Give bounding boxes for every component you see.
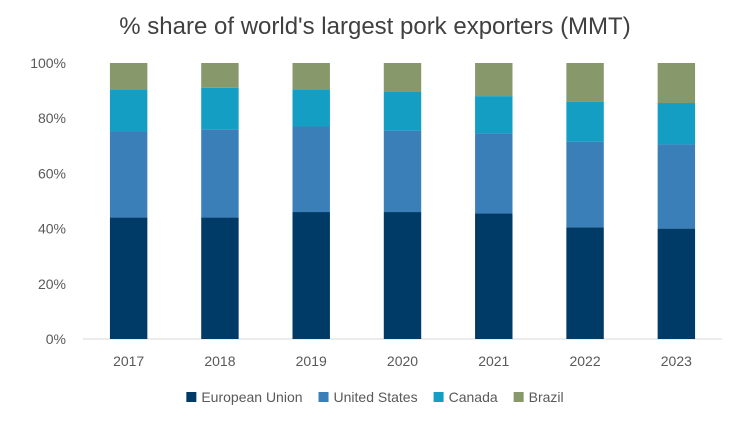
y-tick-label: 100%: [30, 55, 66, 71]
y-tick-label: 0%: [46, 331, 66, 347]
bar-canada-2023: [657, 103, 696, 145]
x-tick-label: 2020: [387, 353, 418, 369]
x-axis: 2017 2018 2019 2020 2021 2022 2023: [83, 338, 722, 369]
bar-united-states-2020: [383, 130, 422, 213]
bar-brazil-2018: [201, 63, 239, 88]
bar-european-union-2019: [292, 212, 330, 339]
bar-united-states-2019: [292, 126, 330, 213]
legend-item-canada: Canada: [433, 389, 498, 405]
y-tick-label: 80%: [38, 110, 66, 126]
bar-stack-2022: [566, 63, 604, 339]
bar-european-union-2018: [201, 217, 239, 339]
legend-swatch: [318, 392, 329, 402]
bar-canada-2019: [292, 89, 330, 127]
legend-swatch: [513, 392, 524, 402]
bar-brazil-2017: [109, 63, 148, 90]
x-tick-label: 2021: [478, 353, 509, 369]
bar-stack-2017: [109, 63, 148, 339]
bar-brazil-2023: [657, 63, 696, 104]
x-tick-label: 2017: [113, 353, 144, 369]
y-tick-label: 60%: [38, 165, 66, 181]
y-tick-label: 20%: [38, 276, 66, 292]
x-tick-label: 2018: [204, 353, 235, 369]
y-tick-label: 40%: [38, 221, 66, 237]
legend-item-brazil: Brazil: [513, 389, 564, 405]
x-tick-label: 2019: [296, 353, 327, 369]
bar-brazil-2019: [292, 63, 330, 90]
legend-swatch: [186, 392, 197, 402]
bar-brazil-2021: [475, 63, 513, 97]
bar-canada-2017: [109, 89, 148, 132]
bar-united-states-2021: [475, 133, 513, 214]
legend: European Union United States Canada Brazil: [186, 389, 564, 405]
x-tick-label: 2022: [569, 353, 600, 369]
bar-stack-2023: [657, 63, 696, 339]
bar-brazil-2022: [566, 63, 604, 102]
legend-label: Brazil: [529, 389, 564, 405]
bar-stack-2019: [292, 63, 330, 339]
legend-label: Canada: [449, 389, 498, 405]
legend-label: United States: [334, 389, 418, 405]
bar-brazil-2020: [383, 63, 422, 92]
bar-stack-2021: [475, 63, 513, 339]
bars: [109, 63, 696, 339]
bar-united-states-2017: [109, 132, 148, 218]
legend-label: European Union: [201, 389, 302, 405]
bar-canada-2021: [475, 96, 513, 134]
y-axis: 0% 20% 40% 60% 80% 100%: [30, 55, 66, 347]
legend-item-european-union: European Union: [186, 389, 303, 405]
bar-stack-2020: [383, 63, 422, 339]
bar-canada-2018: [201, 87, 239, 130]
bar-european-union-2022: [566, 227, 604, 339]
bar-canada-2022: [566, 101, 604, 142]
bar-canada-2020: [383, 91, 422, 131]
bar-united-states-2022: [566, 141, 604, 228]
chart-title: % share of world's largest pork exporter…: [119, 13, 630, 40]
legend-item-united-states: United States: [318, 389, 418, 405]
bar-european-union-2017: [109, 217, 148, 339]
bar-european-union-2021: [475, 213, 513, 339]
legend-swatch: [433, 392, 444, 402]
bar-united-states-2018: [201, 129, 239, 218]
bar-european-union-2023: [657, 228, 696, 339]
x-tick-label: 2023: [661, 353, 692, 369]
bar-stack-2018: [201, 63, 239, 339]
bar-european-union-2020: [383, 212, 422, 339]
bar-united-states-2023: [657, 144, 696, 229]
